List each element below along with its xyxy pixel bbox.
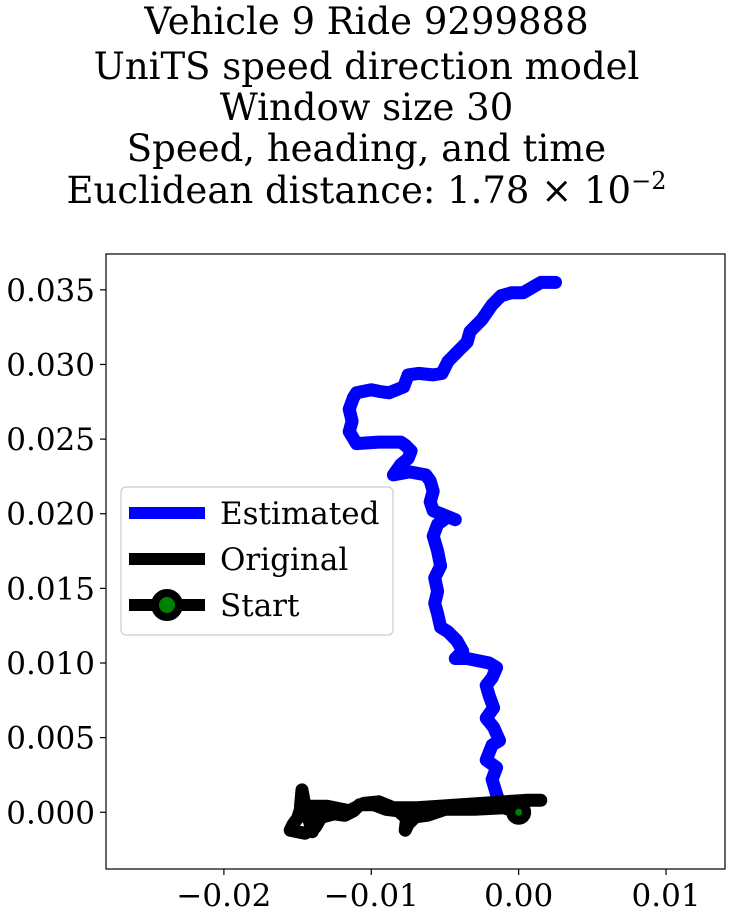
legend-label-original: Original xyxy=(220,542,348,578)
title-line-4: Speed, heading, and time xyxy=(126,127,607,170)
x-tick-label: 0.00 xyxy=(484,878,553,914)
legend: Estimated Original Start xyxy=(120,486,394,636)
legend-swatch-start-marker xyxy=(151,589,183,621)
y-tick-label: 0.015 xyxy=(6,571,95,607)
series-layer xyxy=(283,275,562,840)
legend-box xyxy=(120,486,394,636)
y-tick-label: 0.010 xyxy=(6,646,95,682)
x-axis: −0.02 −0.01 0.00 0.01 xyxy=(176,869,701,914)
start-marker xyxy=(506,799,532,825)
legend-label-estimated: Estimated xyxy=(220,496,379,532)
y-tick-label: 0.035 xyxy=(6,273,95,309)
y-tick-label: 0.005 xyxy=(6,721,95,757)
legend-label-start: Start xyxy=(220,588,300,624)
plot-area-frame xyxy=(105,253,726,870)
y-tick-label: 0.020 xyxy=(6,497,95,533)
title-line-2: UniTS speed direction model xyxy=(93,45,640,88)
title-exponent: −2 xyxy=(631,167,667,195)
title-line-3: Window size 30 xyxy=(219,86,514,129)
y-tick-label: 0.000 xyxy=(6,795,95,831)
title-line-5-text: Euclidean distance: 1.78 × 10 xyxy=(66,169,632,212)
x-tick-label: 0.01 xyxy=(632,878,701,914)
series-line-original xyxy=(283,783,548,840)
title-line-5: Euclidean distance: 1.78 × 10−2 xyxy=(0,169,733,212)
series-line-estimated xyxy=(342,275,562,819)
y-axis: 0.000 0.005 0.010 0.015 0.020 0.025 0.030 0.035 xyxy=(6,273,106,831)
y-tick-label: 0.030 xyxy=(6,347,95,383)
x-tick-label: −0.02 xyxy=(176,878,271,914)
title-line-1: Vehicle 9 Ride 9299888 xyxy=(144,0,589,43)
x-tick-label: −0.01 xyxy=(324,878,419,914)
y-tick-label: 0.025 xyxy=(6,422,95,458)
